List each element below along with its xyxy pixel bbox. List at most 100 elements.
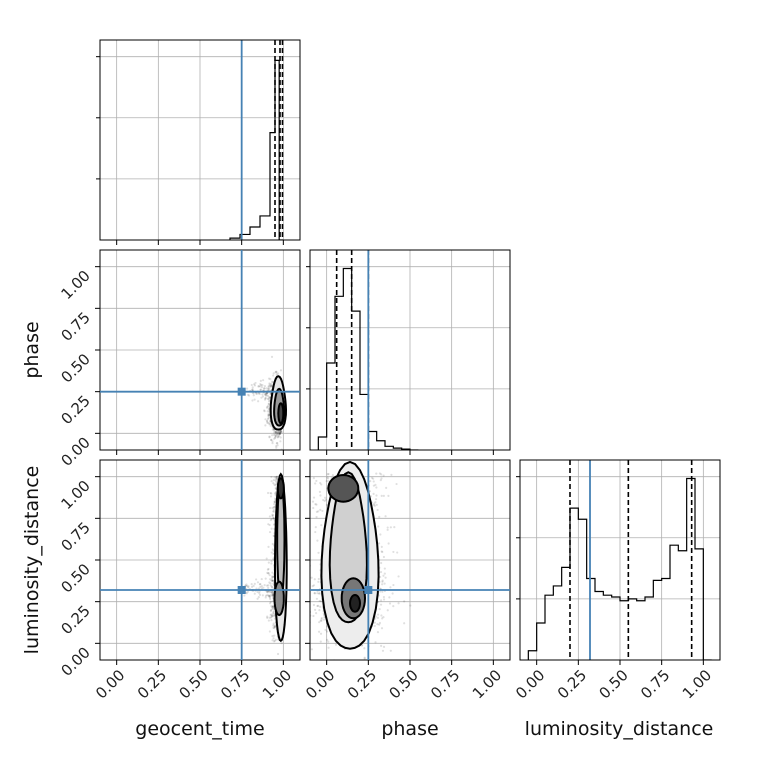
sample-point — [382, 615, 385, 619]
sample-point — [397, 602, 400, 605]
sample-point — [257, 400, 260, 403]
sample-point — [251, 399, 254, 402]
truth-marker — [237, 387, 246, 396]
sample-point — [278, 431, 281, 434]
sample-point — [279, 440, 282, 443]
density-contours — [320, 460, 380, 650]
sample-point — [268, 385, 271, 388]
sample-point — [387, 542, 390, 545]
sample-point — [268, 530, 272, 534]
sample-point — [317, 580, 320, 583]
sample-point — [276, 430, 279, 433]
sample-point — [256, 581, 260, 584]
sample-point — [389, 649, 392, 652]
ylabel-phase: phase — [21, 321, 43, 378]
sample-point — [270, 615, 274, 618]
sample-point — [267, 594, 271, 597]
sample-point — [266, 421, 269, 424]
sample-point — [270, 559, 273, 563]
sample-point — [380, 561, 383, 565]
sample-point — [265, 406, 269, 409]
sample-point — [273, 503, 276, 506]
sample-point — [312, 506, 315, 510]
sample-point — [372, 484, 375, 487]
sample-point — [247, 586, 250, 589]
sample-point — [307, 596, 309, 598]
sample-point — [271, 593, 274, 596]
sample-point — [272, 534, 275, 537]
sample-point — [325, 480, 328, 483]
sample-point — [245, 387, 249, 390]
sample-point — [270, 384, 273, 387]
sample-point — [378, 621, 382, 625]
sample-point — [386, 609, 389, 612]
sample-point — [370, 476, 374, 480]
sample-point — [270, 613, 273, 616]
sample-point — [272, 481, 275, 485]
sample-point — [273, 500, 276, 504]
sample-point — [318, 609, 321, 612]
sample-point — [374, 498, 378, 501]
sample-point — [317, 592, 321, 595]
sample-point — [300, 545, 302, 547]
sample-point — [269, 578, 272, 581]
sample-point — [375, 472, 378, 475]
sample-point — [250, 583, 253, 586]
sample-point — [253, 592, 256, 595]
sample-point — [380, 477, 383, 480]
sample-point — [269, 378, 272, 381]
sample-point — [272, 374, 275, 377]
sample-point — [275, 371, 278, 374]
sample-point — [268, 574, 271, 577]
sample-point — [263, 584, 266, 587]
sample-point — [251, 386, 254, 389]
sample-point — [380, 550, 383, 553]
sample-point — [276, 431, 279, 434]
sample-point — [275, 475, 278, 479]
sample-point — [383, 567, 386, 570]
sample-point — [274, 484, 277, 487]
xtick-label: 0.75 — [427, 666, 463, 702]
sample-point — [380, 494, 383, 497]
sample-point — [267, 572, 270, 575]
sample-point — [270, 380, 274, 383]
sample-point — [269, 424, 272, 428]
sample-point — [267, 416, 270, 420]
sample-point — [380, 627, 384, 630]
sample-point — [272, 508, 275, 511]
hist-bars — [229, 40, 284, 240]
sample-point — [403, 600, 406, 603]
sample-point — [272, 517, 275, 520]
sample-point — [388, 602, 392, 605]
sample-point — [263, 387, 266, 390]
sample-point — [392, 550, 395, 554]
sample-point — [312, 496, 316, 499]
ylabel-luminosity-distance: luminosity_distance — [21, 466, 43, 655]
hist-panel-phase — [306, 249, 511, 455]
sample-point — [268, 596, 271, 599]
ytick-label: 0.00 — [57, 643, 93, 679]
sample-point — [267, 619, 270, 622]
sample-point — [313, 578, 316, 581]
sample-point — [318, 490, 321, 493]
sample-point — [277, 434, 280, 437]
sample-point — [246, 584, 249, 588]
sample-point — [357, 669, 359, 671]
sample-point — [278, 432, 281, 435]
sample-point — [245, 583, 248, 586]
sample-point — [260, 587, 263, 590]
sample-point — [278, 435, 281, 438]
sample-point — [303, 615, 305, 617]
sample-point — [377, 525, 380, 528]
sample-point — [267, 404, 270, 408]
sample-point — [272, 505, 275, 509]
sample-point — [252, 584, 255, 588]
sample-point — [266, 616, 269, 619]
sample-point — [266, 571, 269, 574]
sample-point — [381, 649, 385, 652]
sample-point — [314, 526, 317, 529]
sample-point — [378, 472, 382, 475]
xtick-label: 1.00 — [679, 666, 715, 702]
sample-point — [259, 385, 262, 388]
sample-point — [273, 640, 276, 643]
